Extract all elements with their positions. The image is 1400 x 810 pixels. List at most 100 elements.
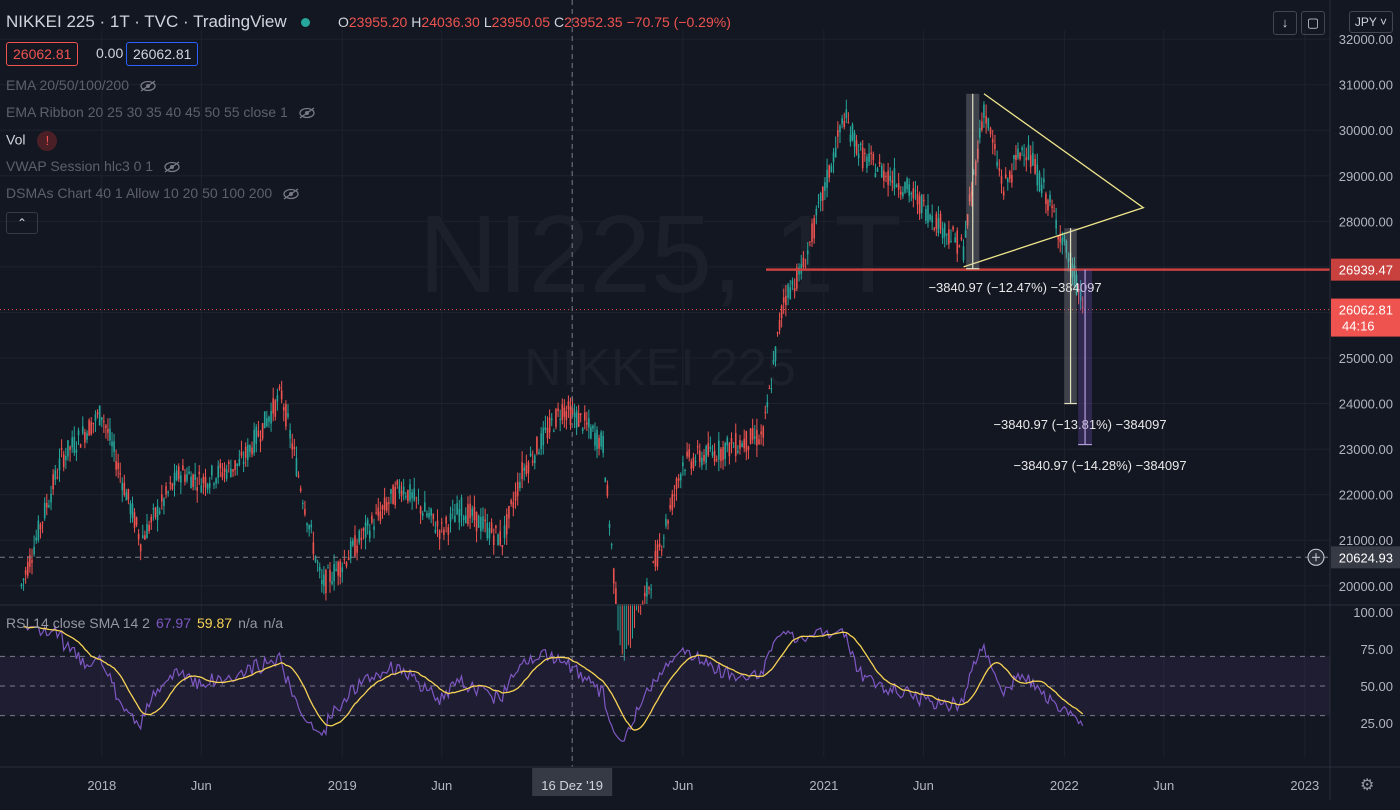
- candle-body: [234, 460, 236, 470]
- candle-body: [956, 230, 959, 254]
- candle-body: [161, 494, 163, 502]
- candle-body: [598, 437, 600, 449]
- candle-body: [785, 295, 787, 306]
- ohlc-value: 24036.30: [421, 14, 480, 30]
- candle-body: [505, 514, 508, 535]
- candle-body: [299, 488, 302, 491]
- candle-body: [43, 502, 46, 519]
- candle-body: [933, 228, 936, 230]
- candle-body: [824, 182, 826, 191]
- candle-body: [962, 246, 965, 261]
- candle-body: [660, 549, 663, 551]
- candle-body: [60, 448, 63, 450]
- rsi-tick-label: 75.00: [1360, 642, 1393, 657]
- currency-selector[interactable]: JPY ˅: [1349, 11, 1393, 33]
- candle-body: [602, 435, 604, 453]
- candle-body: [902, 192, 904, 197]
- candle-body: [1053, 211, 1055, 213]
- candle-body: [813, 218, 815, 239]
- indicator-label: EMA 20/50/100/200: [6, 77, 129, 93]
- candle-body: [206, 484, 209, 490]
- support-price-box: [1331, 258, 1400, 281]
- currency-label: JPY: [1354, 15, 1377, 29]
- candle-body: [1079, 289, 1082, 301]
- indicator-ema[interactable]: EMA 20/50/100/200: [6, 77, 157, 93]
- arrow-down-icon[interactable]: ↓: [1273, 11, 1297, 35]
- gear-icon[interactable]: ⚙: [1360, 777, 1375, 794]
- indicator-vwap[interactable]: VWAP Session hlc3 0 1: [6, 158, 181, 174]
- drawings[interactable]: −3840.97 (−12.47%) −384097 −3840.97 (−13.…: [0, 0, 1330, 767]
- candle-body: [1055, 219, 1057, 229]
- candle-body: [656, 544, 659, 567]
- candle-body: [512, 501, 515, 508]
- candle-body: [438, 530, 441, 539]
- buy-price-box[interactable]: 26062.81: [126, 42, 199, 66]
- candle-body: [588, 418, 590, 428]
- candle-body: [895, 184, 898, 187]
- candle-body: [610, 544, 613, 546]
- candle-body: [318, 566, 321, 571]
- candle-body: [682, 462, 684, 467]
- sell-price-box[interactable]: 26062.81: [6, 42, 79, 66]
- candle-body: [583, 412, 586, 421]
- chevron-up-icon[interactable]: ⌃: [6, 212, 38, 234]
- eye-off-icon[interactable]: [298, 107, 316, 119]
- candle-body: [379, 511, 382, 521]
- candle-body: [215, 478, 217, 484]
- ohlc-value: 23952.35: [564, 14, 623, 30]
- fullscreen-icon[interactable]: ▢: [1301, 11, 1325, 35]
- candle-body: [1061, 237, 1064, 246]
- candle-body: [832, 152, 835, 163]
- candle-body: [50, 493, 52, 503]
- candle-body: [274, 400, 277, 417]
- candle-body: [39, 524, 42, 530]
- watermark-name: NIKKEI 225: [524, 339, 796, 397]
- candle-body: [880, 165, 883, 178]
- candle-body: [864, 152, 866, 154]
- symbol-header[interactable]: NIKKEI 225 · 1T · TVC · TradingView: [6, 12, 320, 32]
- candle-body: [144, 535, 146, 540]
- rsi-legend[interactable]: RSI 14 close SMA 14 2 67.97 59.87 n/a n/a: [6, 615, 283, 631]
- candle-body: [354, 535, 356, 557]
- candle-body: [756, 429, 758, 446]
- candle-body: [874, 173, 877, 178]
- candle-body: [225, 469, 228, 479]
- candle-body: [381, 505, 384, 510]
- candle-body: [713, 450, 716, 462]
- candle-body: [1073, 265, 1076, 287]
- eye-off-icon[interactable]: [163, 161, 181, 173]
- eye-off-icon[interactable]: [139, 80, 157, 92]
- indicator-ema-ribbon[interactable]: EMA Ribbon 20 25 30 35 40 45 50 55 close…: [6, 104, 316, 120]
- candle-body: [914, 190, 917, 192]
- indicator-dsmas[interactable]: DSMAs Chart 40 1 Allow 10 20 50 100 200: [6, 185, 300, 201]
- candle-body: [105, 425, 107, 428]
- ohlc-key: L: [483, 14, 492, 30]
- warning-icon[interactable]: !: [37, 131, 58, 151]
- candle-body: [841, 118, 843, 125]
- candle-body: [251, 447, 253, 455]
- indicator-vol[interactable]: Vol!: [6, 131, 58, 151]
- candle-body: [1043, 178, 1045, 183]
- candle-body: [927, 205, 929, 223]
- candle-body: [125, 492, 128, 501]
- candle-body: [115, 461, 117, 470]
- candle-body: [855, 140, 858, 154]
- candle-body: [904, 182, 906, 193]
- candle-body: [293, 446, 296, 450]
- candle-body: [488, 528, 491, 539]
- candle-body: [546, 428, 549, 439]
- candle-body: [920, 194, 923, 214]
- candle-body: [519, 482, 521, 489]
- ohlc-value: 23950.05: [491, 14, 551, 30]
- candle-body: [985, 116, 987, 124]
- candle-body: [244, 446, 247, 458]
- candle-body: [1000, 176, 1003, 184]
- candle-body: [705, 445, 707, 464]
- candle-body: [137, 533, 140, 540]
- candle-body: [686, 451, 688, 457]
- candle-body: [1047, 200, 1049, 211]
- candle-body: [569, 406, 572, 426]
- candle-body: [906, 178, 908, 190]
- eye-off-icon[interactable]: [282, 188, 300, 200]
